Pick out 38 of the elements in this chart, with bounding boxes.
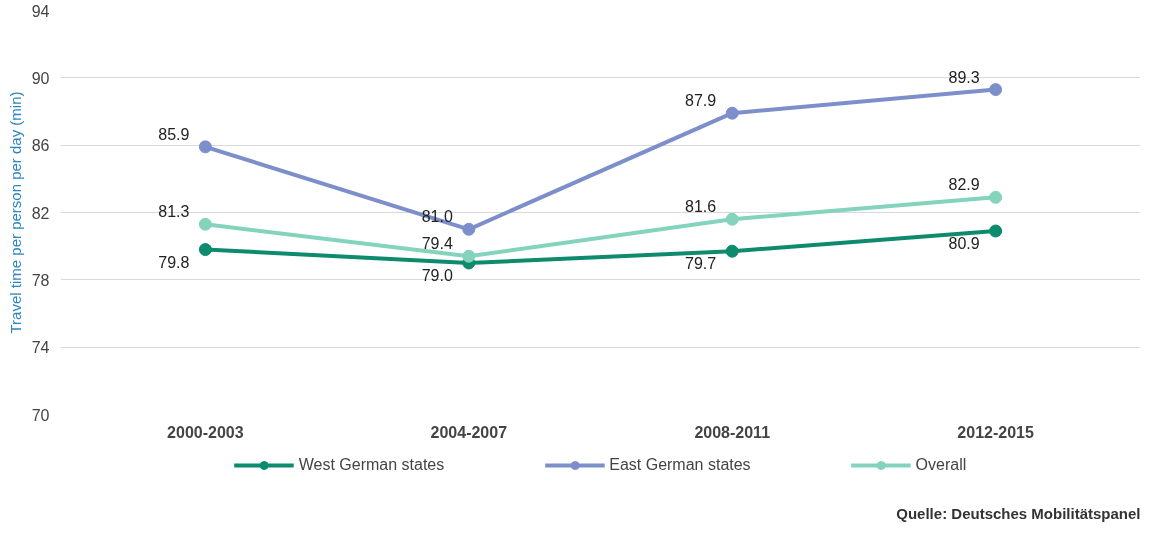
data-label: 87.9 bbox=[685, 92, 717, 110]
point bbox=[198, 217, 212, 231]
x-tick-label: 2000-2003 bbox=[167, 423, 244, 441]
data-label: 79.8 bbox=[158, 253, 190, 271]
y-tick-label: 78 bbox=[31, 271, 50, 289]
source-note: Quelle: Deutsches Mobilitätspanel bbox=[896, 504, 1141, 522]
y-tick-label: 94 bbox=[31, 2, 50, 20]
y-tick-label: 86 bbox=[31, 137, 50, 155]
data-label: 79.4 bbox=[421, 235, 453, 253]
point bbox=[989, 83, 1003, 97]
x-tick-label: 2004-2007 bbox=[430, 423, 508, 441]
data-label: 80.9 bbox=[948, 235, 980, 253]
data-label: 79.0 bbox=[421, 267, 453, 284]
legend-label: West German states bbox=[298, 456, 445, 474]
data-label: 89.3 bbox=[948, 68, 980, 86]
y-tick-label: 70 bbox=[31, 406, 50, 424]
point bbox=[198, 140, 212, 154]
y-tick-label: 90 bbox=[31, 69, 50, 87]
data-label: 85.9 bbox=[158, 125, 190, 143]
legend-label: East German states bbox=[609, 456, 751, 474]
point bbox=[462, 249, 476, 263]
point bbox=[989, 190, 1003, 204]
point bbox=[989, 224, 1003, 238]
data-label: 79.7 bbox=[685, 255, 717, 273]
x-tick-label: 2008-2011 bbox=[694, 423, 771, 441]
point bbox=[725, 212, 739, 226]
y-axis-title: Travel time per person per day (min) bbox=[6, 91, 24, 334]
legend-label: Overall bbox=[915, 456, 967, 474]
data-label: 81.3 bbox=[158, 203, 190, 221]
point bbox=[725, 244, 739, 258]
point bbox=[462, 222, 476, 236]
data-label: 81.6 bbox=[685, 198, 717, 216]
y-tick-label: 74 bbox=[31, 339, 50, 357]
point bbox=[198, 243, 212, 257]
y-tick-label: 82 bbox=[31, 204, 50, 222]
x-tick-label: 2012-2015 bbox=[957, 423, 1034, 441]
data-label: 82.9 bbox=[948, 176, 980, 194]
point bbox=[725, 106, 739, 120]
